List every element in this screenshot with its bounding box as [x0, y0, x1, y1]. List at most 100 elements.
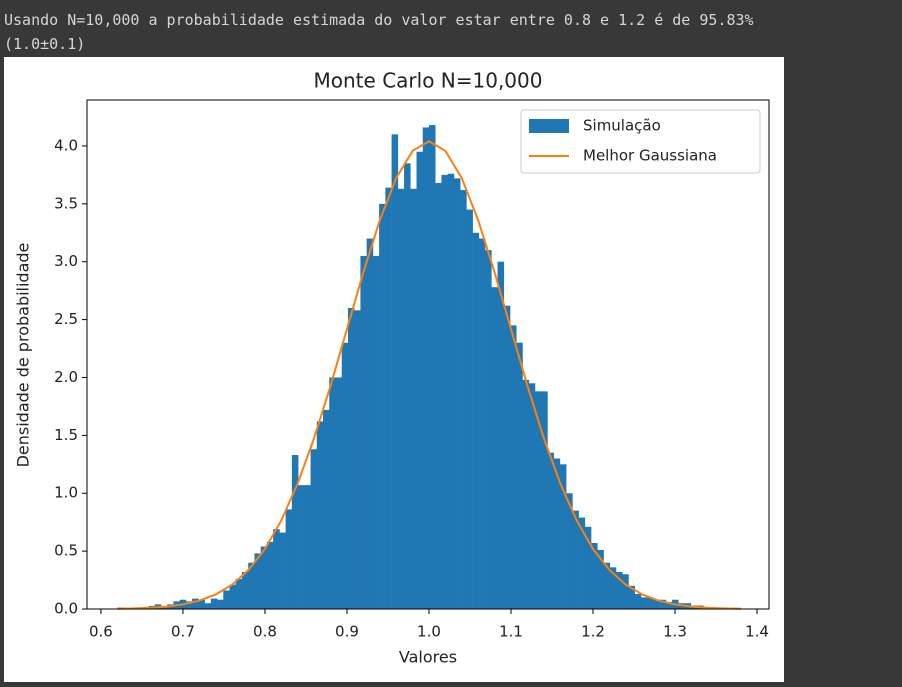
histogram-bar — [578, 517, 586, 609]
histogram-bar — [366, 238, 374, 609]
x-tick-label: 1.4 — [745, 623, 769, 641]
fit-line — [117, 140, 741, 610]
x-tick-label: 1.2 — [581, 623, 605, 641]
histogram-bar — [316, 421, 324, 609]
output-line: (1.0±0.1) — [4, 35, 85, 53]
histogram-bar — [379, 203, 386, 609]
histogram-bar — [460, 189, 467, 609]
legend-box — [520, 109, 761, 174]
histogram-bar — [428, 125, 436, 609]
histogram-bar — [279, 532, 286, 609]
x-tick-label: 1.3 — [663, 623, 687, 641]
histogram-bar — [572, 510, 579, 609]
histogram-bar — [466, 209, 473, 609]
histogram-bar — [248, 562, 255, 609]
y-tick-label: 3.0 — [54, 252, 78, 270]
histogram-bar — [622, 574, 629, 609]
histogram-bar — [628, 585, 635, 609]
histogram-bar — [372, 255, 380, 609]
histogram-bar — [534, 391, 542, 609]
histogram-bar — [298, 485, 305, 609]
histogram-bar — [266, 541, 274, 609]
histogram-bar — [360, 255, 367, 609]
x-tick-label: 0.8 — [253, 623, 277, 641]
histogram-bar — [291, 455, 299, 609]
histogram-bar — [235, 578, 243, 609]
y-axis-label: Densidade de probabilidade — [14, 243, 33, 468]
histogram-bar — [497, 261, 505, 609]
histogram-bar — [447, 173, 455, 609]
histogram-bar — [453, 178, 461, 609]
chart-title: Monte Carlo N=10,000 — [314, 69, 543, 93]
histogram-bar — [192, 598, 199, 609]
y-tick-label: 2.5 — [54, 310, 78, 328]
histogram-bar — [260, 546, 268, 609]
histogram-bar — [485, 250, 492, 609]
y-tick-label: 3.5 — [54, 194, 78, 212]
histogram-bar — [472, 232, 480, 609]
y-tick-label: 2.0 — [54, 368, 78, 386]
y-tick-label: 1.0 — [54, 484, 78, 502]
histogram-bar — [323, 409, 330, 609]
x-tick-label: 0.7 — [171, 623, 195, 641]
legend-label: Simulação — [583, 117, 661, 135]
y-tick-label: 4.0 — [54, 136, 78, 154]
histogram-bar — [254, 553, 261, 609]
histogram-bar — [516, 342, 523, 609]
histogram-bar — [647, 597, 654, 609]
y-tick-label: 0.5 — [54, 542, 78, 560]
histogram-bar — [354, 310, 361, 609]
histogram-bar — [441, 174, 448, 609]
histogram-bar — [566, 493, 573, 609]
histogram-bar — [229, 584, 237, 609]
histogram-bar — [553, 458, 561, 609]
histogram-bar — [659, 599, 667, 609]
histogram-bar — [204, 603, 212, 609]
y-tick-label: 1.5 — [54, 426, 78, 444]
histogram-bar — [435, 183, 442, 609]
y-tick-label: 0.0 — [54, 600, 78, 618]
histogram-bar — [609, 567, 617, 609]
histogram-bar — [491, 287, 498, 609]
histogram-bar — [559, 464, 567, 609]
histogram-bar — [335, 377, 343, 609]
histogram-bar — [522, 379, 530, 609]
x-axis-label: Valores — [399, 648, 457, 667]
histogram-bar — [397, 188, 405, 609]
legend-label: Melhor Gaussiana — [583, 147, 717, 165]
histogram-bar — [404, 163, 411, 610]
histogram-bar — [310, 449, 318, 609]
histogram-bar — [391, 134, 399, 610]
histogram-bar — [640, 597, 648, 609]
histogram-bar — [329, 377, 336, 609]
histogram-bar — [223, 590, 230, 609]
histogram-bar — [341, 342, 349, 609]
histogram-bar — [273, 529, 280, 609]
x-tick-label: 0.9 — [335, 623, 359, 641]
legend-patch — [529, 119, 569, 133]
histogram-bar — [503, 305, 511, 609]
axes-frame — [86, 99, 770, 610]
histogram-bar — [304, 485, 311, 609]
histogram-bar — [541, 391, 548, 609]
histogram-bar — [528, 383, 536, 609]
histogram-bar — [584, 526, 592, 609]
histogram-bar — [653, 599, 660, 609]
x-tick-label: 0.6 — [89, 623, 113, 641]
histogram-bar — [217, 599, 224, 609]
histogram-bar — [185, 601, 193, 609]
x-tick-label: 1.0 — [417, 623, 441, 641]
histogram-bar — [198, 599, 205, 609]
histogram-bar — [385, 187, 392, 609]
histogram-bar — [210, 598, 218, 609]
histogram-bar — [285, 509, 293, 609]
histogram-bar — [416, 151, 424, 609]
histogram-bar — [347, 308, 355, 609]
histogram-bar — [510, 325, 517, 609]
x-tick-label: 1.1 — [499, 623, 523, 641]
histogram-bar — [547, 452, 554, 609]
histogram-bar — [603, 562, 611, 609]
histogram-bar — [615, 571, 623, 609]
histogram-bar — [591, 543, 598, 609]
